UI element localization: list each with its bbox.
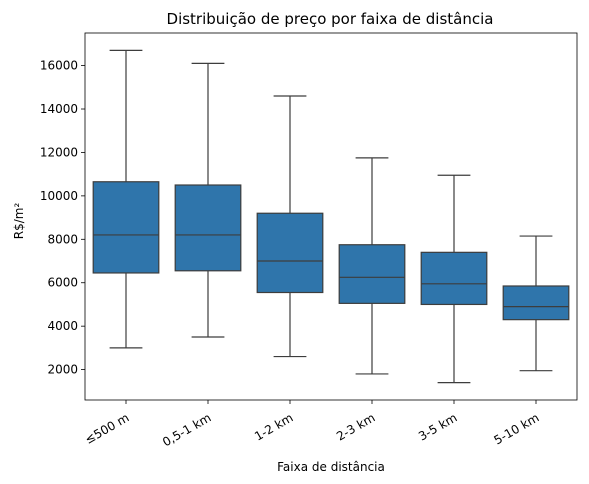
x-tick-label: 2-3 km xyxy=(334,410,377,443)
x-tick-label: 5-10 km xyxy=(491,410,541,447)
y-tick-label: 6000 xyxy=(47,276,78,290)
y-tick-label: 10000 xyxy=(40,189,78,203)
y-tick-label: 2000 xyxy=(47,363,78,377)
chart-title: Distribuição de preço por faixa de distâ… xyxy=(167,10,494,28)
y-tick-label: 16000 xyxy=(40,59,78,73)
box-2 xyxy=(174,184,242,272)
box-5 xyxy=(420,251,488,306)
x-tick-label: 1-2 km xyxy=(252,410,295,443)
y-axis-label: R$/m² xyxy=(12,203,26,240)
box-4 xyxy=(338,244,406,304)
y-tick-label: 12000 xyxy=(40,145,78,159)
box-3 xyxy=(256,212,324,294)
y-tick-label: 8000 xyxy=(47,232,78,246)
x-tick-label: 3-5 km xyxy=(416,410,459,443)
y-tick-label: 4000 xyxy=(47,319,78,333)
box-6 xyxy=(502,285,570,321)
plot-frame xyxy=(84,32,578,401)
x-tick-label: 0,5-1 km xyxy=(160,410,213,449)
x-axis-label: Faixa de distância xyxy=(277,460,385,474)
y-tick-label: 14000 xyxy=(40,102,78,116)
x-tick-label: ≤500 m xyxy=(83,410,132,446)
box-1 xyxy=(92,181,160,274)
plot-area: 2000 4000 6000 8000 10000 12000 14000 16000 ≤500… xyxy=(40,49,570,449)
